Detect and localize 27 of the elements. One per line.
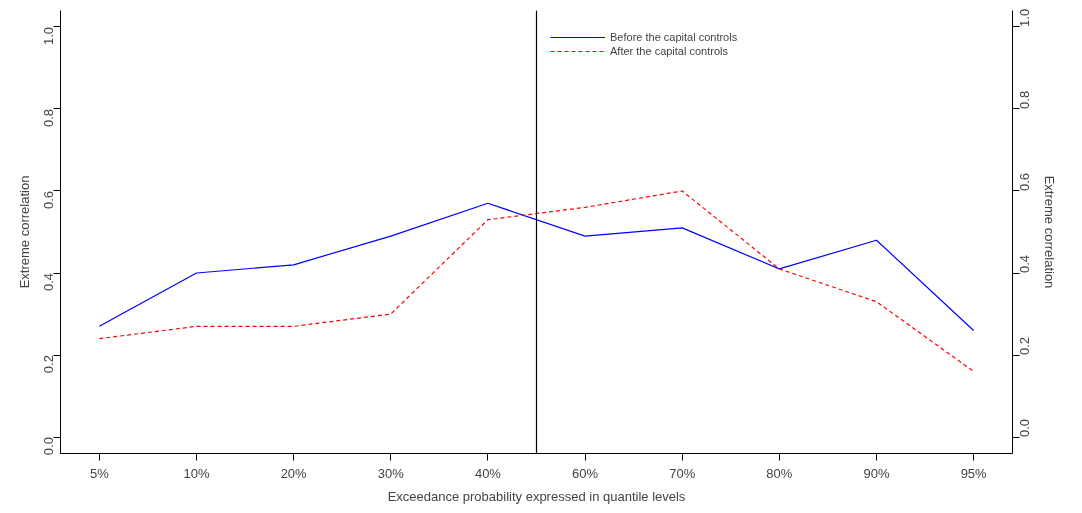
y2-axis-title: Extreme correlation bbox=[1041, 175, 1057, 289]
legend-label: Before the capital controls bbox=[610, 30, 738, 44]
y2-tick-label: 0.4 bbox=[1017, 254, 1032, 274]
y2-tick-label: 1.0 bbox=[1017, 8, 1032, 27]
x-tick-label: 5% bbox=[89, 465, 110, 481]
x-tick-label: 80% bbox=[766, 465, 793, 481]
legend-label: After the capital controls bbox=[610, 44, 729, 58]
y-axis-title: Extreme correlation bbox=[16, 175, 32, 289]
y2-tick-label: 0.8 bbox=[1017, 90, 1032, 109]
y-tick-label: 0.0 bbox=[41, 437, 56, 456]
x-tick-label: 10% bbox=[183, 465, 210, 481]
x-axis-title: Exceedance probability expressed in quantile levels bbox=[387, 488, 686, 504]
x-tick-label: 60% bbox=[572, 465, 599, 481]
x-tick-label: 70% bbox=[669, 465, 696, 481]
y-tick-label: 0.4 bbox=[41, 273, 56, 292]
x-tick-label: 30% bbox=[377, 465, 405, 481]
x-tick-label: 40% bbox=[474, 465, 502, 481]
x-tick-label: 95% bbox=[960, 465, 988, 481]
x-tick-label: 20% bbox=[280, 465, 308, 481]
y-tick-label: 0.8 bbox=[41, 108, 56, 128]
y-tick-label: 0.6 bbox=[41, 190, 56, 210]
y-tick-label: 0.2 bbox=[41, 355, 56, 374]
y2-tick-label: 0.0 bbox=[1017, 419, 1032, 438]
y-tick-label: 1.0 bbox=[41, 26, 56, 45]
y2-tick-label: 0.6 bbox=[1017, 172, 1032, 191]
y2-tick-label: 0.2 bbox=[1017, 336, 1032, 356]
x-tick-label: 90% bbox=[863, 465, 890, 481]
